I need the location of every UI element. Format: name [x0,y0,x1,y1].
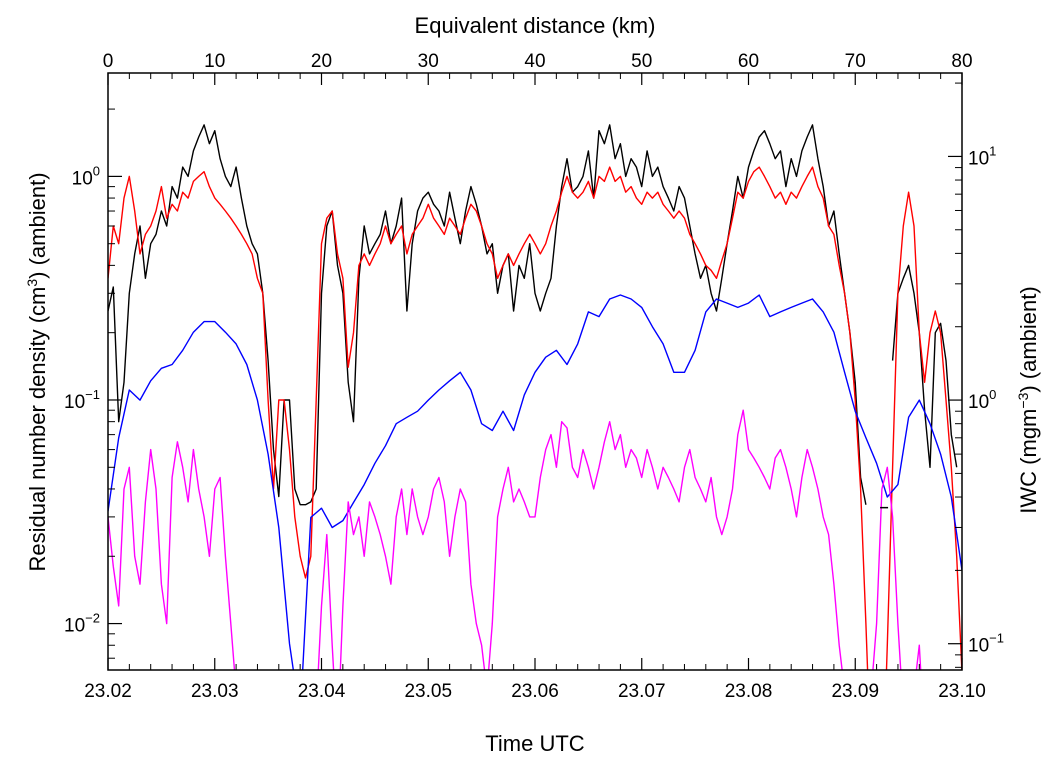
series-line-1 [891,264,958,468]
y2-tick-label: 10−1 [968,631,1004,657]
series-layer [108,124,962,670]
x2-tick-label: 60 [738,51,759,72]
y-axis-title-tail: ) (ambient) [25,172,50,278]
series-line-5 [108,409,922,670]
x2-axis-title: Equivalent distance (km) [415,13,656,38]
y-tick-label-exp: −2 [85,611,100,626]
series-line-0 [108,124,867,506]
y2-tick-label-base: 10 [968,392,989,413]
y2-tick-label-exp: 0 [989,387,996,402]
x-tick-label: 23.09 [831,681,879,702]
series-line-4 [108,294,962,670]
x2-tick-label: 30 [418,51,439,72]
y2-tick-label-exp: −1 [989,631,1004,646]
x2-tick-label: 10 [204,51,225,72]
y2-axis-title-tail: ) (ambient) [1016,286,1041,392]
y-tick-label: 100 [72,163,100,189]
y-tick-label-exp: 0 [93,163,100,178]
y2-axis-title-base: IWC (mgm [1016,409,1041,514]
x-tick-label: 23.10 [938,681,986,702]
y-tick-label-exp: −1 [85,387,100,402]
x-tick-label: 23.04 [298,681,346,702]
label-layer: 23.02 23.03 23.04 23.05 23.06 23.07 23.08 23.09… [64,51,1004,702]
x2-tick-label: 70 [845,51,866,72]
y2-axis-title-exp: −3 [1015,392,1031,408]
x-tick-label: 23.03 [191,681,239,702]
y-axis-title-base: Residual number density (cm [25,287,50,572]
y-axis-title: Residual number density (cm3) (ambient) [24,172,50,571]
series-line-3 [885,191,962,670]
y2-axis-title: IWC (mgm−3) (ambient) [1015,286,1041,513]
y2-tick-label: 100 [968,387,996,413]
y2-tick-label: 101 [968,143,996,169]
x-tick-label: 23.06 [511,681,559,702]
y-tick-label-base: 10 [72,168,93,189]
x2-tick-label: 20 [311,51,332,72]
y-tick-label-base: 10 [64,392,85,413]
y2-tick-label-base: 10 [968,148,989,169]
y2-tick-label-exp: 1 [989,143,996,158]
y2-tick-label-base: 10 [968,636,989,657]
x-tick-label: 23.07 [618,681,666,702]
x-axis-title: Time UTC [485,731,585,755]
y-tick-label-base: 10 [64,616,85,637]
x-tick-label: 23.02 [84,681,132,702]
x2-tick-label: 80 [951,51,972,72]
x-tick-label: 23.05 [404,681,452,702]
series-line-2 [108,166,869,670]
y-tick-label: 10−2 [64,611,100,637]
x-tick-label: 23.08 [725,681,773,702]
x2-tick-label: 0 [103,51,114,72]
y-axis-title-exp: 3 [24,279,40,287]
x2-tick-label: 50 [631,51,652,72]
y-tick-label: 10−1 [64,387,100,413]
x2-tick-label: 40 [524,51,545,72]
tick-layer [107,73,963,670]
